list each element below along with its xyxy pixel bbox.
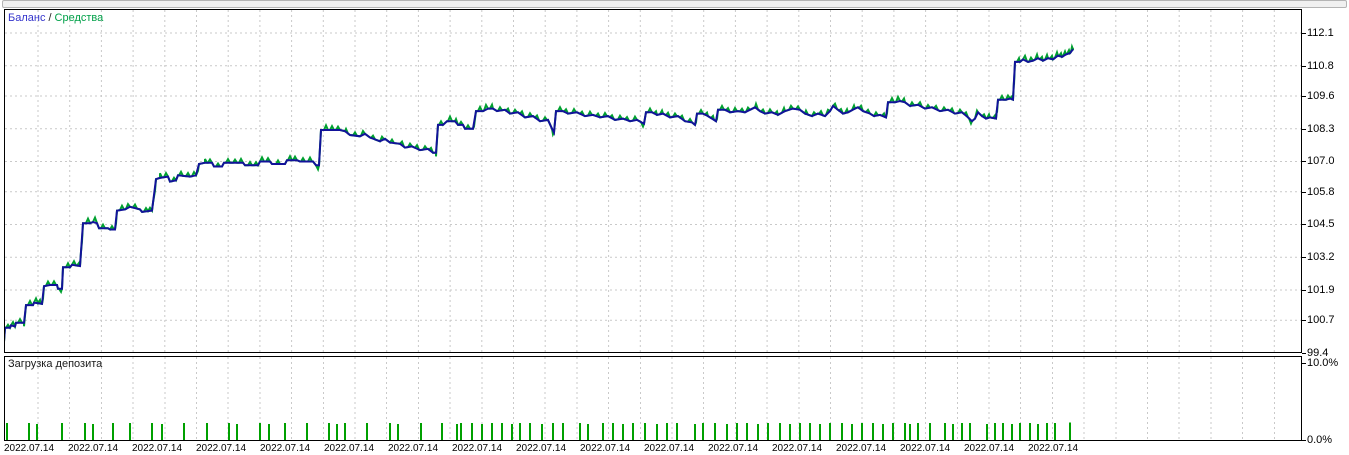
legend-equity-label: Средства [54,12,104,24]
y-axis-tick-label: 0.0% [1307,434,1333,446]
x-axis-date-label: 2022.07.14 [899,443,951,454]
x-axis-date-label: 2022.07.14 [835,443,887,454]
y-axis-tick-mark [1302,95,1306,97]
x-axis-date-label: 2022.07.14 [195,443,247,454]
y-axis-tick-mark [1302,128,1306,130]
x-axis-date-label: 2022.07.14 [451,443,503,454]
y-axis-tick-mark [1302,161,1306,163]
deposit-load-chart [6,357,1275,440]
y-axis-tick-label: 105.8 [1307,185,1335,198]
y-axis-tick-label: 112.1 [1307,26,1334,39]
x-axis-date-label: 2022.07.14 [579,443,631,454]
deposit-load-title: Загрузка депозита [8,358,103,370]
y-axis-tick-mark [1302,32,1306,34]
legend-separator: / [48,12,52,24]
y-axis-tick-mark [1302,363,1306,364]
balance-chart-panel[interactable]: Баланс / Средства [4,9,1302,353]
y-axis-tick-label: 109.6 [1307,89,1335,102]
horizontal-scrollbar-strip[interactable] [2,0,1347,8]
y-axis-tick-mark [1302,353,1306,354]
y-axis-tick-mark [1302,191,1306,193]
chart-legend: Баланс / Средства [8,12,103,24]
y-axis-tick-label: 110.8 [1307,59,1334,72]
y-axis-tick-label: 103.2 [1307,251,1335,264]
x-axis-date-label: 2022.07.14 [1027,443,1079,454]
x-axis-date-label: 2022.07.14 [323,443,375,454]
legend-balance-label: Баланс [8,12,46,24]
x-axis-date-label: 2022.07.14 [387,443,439,454]
deposit-load-panel[interactable]: Загрузка депозита [4,356,1302,441]
y-axis-tick-mark [1302,320,1306,322]
x-axis-date-label: 2022.07.14 [963,443,1015,454]
x-axis-date-label: 2022.07.14 [67,443,119,454]
y-axis-tick-mark [1302,290,1306,291]
balance-equity-chart [5,10,1301,352]
x-axis-date-label: 2022.07.14 [771,443,823,454]
x-axis-date-label: 2022.07.14 [707,443,759,454]
y-axis-tick-label: 104.5 [1307,218,1335,231]
x-axis-date-label: 2022.07.14 [131,443,183,454]
y-axis-tick-label: 107.0 [1307,155,1335,168]
y-axis-tick-mark [1302,65,1306,67]
y-axis-tick-mark [1302,257,1306,259]
y-axis-tick-label: 10.0% [1307,357,1339,369]
y-axis-tick-label: 99.4 [1307,347,1329,359]
x-axis-date-label: 2022.07.14 [515,443,567,454]
y-axis-tick-label: 101.9 [1307,284,1335,296]
y-axis-tick-label: 108.3 [1307,122,1335,135]
x-axis-date-label: 2022.07.14 [259,443,311,454]
x-axis-date-label: 2022.07.14 [3,443,55,454]
y-axis-tick-label: 100.7 [1307,314,1335,327]
x-axis-date-label: 2022.07.14 [643,443,695,454]
y-axis-tick-mark [1302,224,1306,226]
y-axis-tick-mark [1302,440,1306,441]
